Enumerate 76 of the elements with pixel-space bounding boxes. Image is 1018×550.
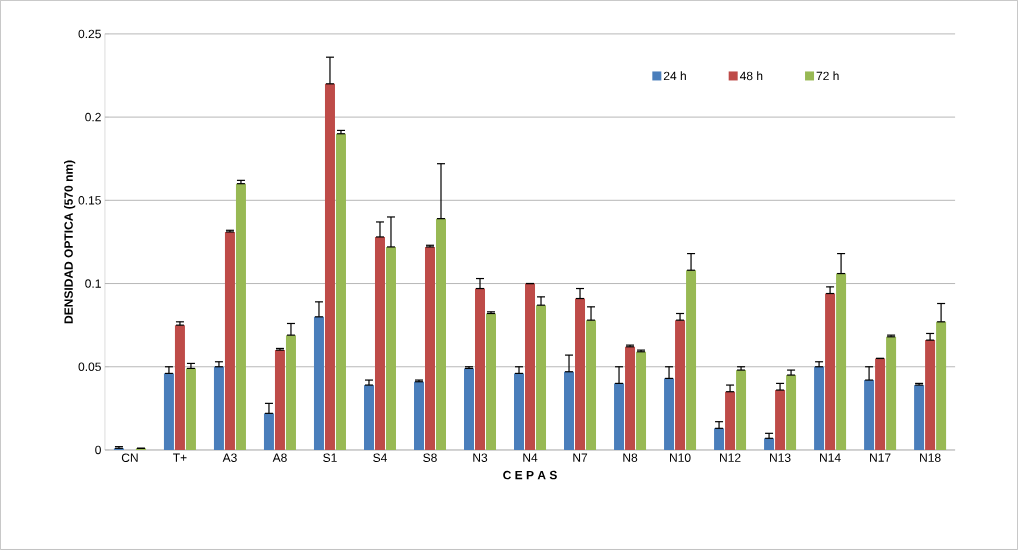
bar	[575, 298, 586, 451]
bar	[213, 366, 224, 451]
x-tick-label: N12	[720, 453, 741, 462]
bar	[636, 351, 647, 451]
bar	[514, 373, 525, 451]
bar	[285, 335, 296, 451]
bar	[625, 346, 636, 451]
bar	[335, 133, 346, 451]
bar	[486, 313, 497, 451]
x-tick-label: N17	[870, 453, 891, 462]
bar	[725, 391, 736, 451]
y-tick-label: 0.1	[85, 279, 101, 288]
x-tick-label: T+	[173, 453, 187, 462]
y-tick-label: 0	[95, 445, 101, 455]
x-tick-label: A8	[272, 453, 287, 463]
bar	[564, 371, 575, 451]
y-tick-label: 0.15	[78, 196, 101, 205]
bar	[864, 380, 875, 451]
bar	[163, 373, 174, 451]
legend-label: 72 h	[816, 71, 839, 81]
bar	[675, 320, 686, 451]
x-tick-label: N13	[770, 453, 791, 463]
x-tick-label: S4	[373, 453, 387, 463]
x-tick-label: N8	[623, 453, 638, 463]
x-tick-label: S8	[423, 453, 437, 463]
bar	[886, 336, 897, 451]
y-tick-label: 0.05	[78, 362, 101, 372]
x-tick-label: N10	[670, 453, 691, 463]
bar	[786, 375, 797, 451]
y-tick-label: 0.2	[85, 112, 101, 122]
x-axis-title: C E P A S	[503, 470, 557, 480]
bar	[875, 358, 886, 451]
y-axis-title: DENSIDAD OPTICA (570 nm)	[64, 160, 76, 324]
bar	[714, 428, 725, 451]
bar	[263, 413, 274, 451]
bar	[764, 438, 775, 451]
x-tick-label: N7	[573, 453, 588, 462]
bar	[425, 246, 435, 451]
bar	[235, 183, 246, 451]
x-tick-label: A3	[222, 453, 237, 463]
x-tick-label: CN	[121, 453, 138, 463]
bar	[385, 246, 396, 451]
y-tick-label: 0.25	[78, 29, 101, 39]
x-tick-label: N4	[523, 453, 538, 462]
bar	[525, 283, 536, 451]
bar	[313, 316, 324, 451]
bar	[664, 378, 675, 451]
bar	[825, 293, 836, 451]
bar	[413, 381, 424, 451]
legend-label: 48 h	[739, 71, 763, 81]
x-tick-label: S1	[323, 453, 337, 463]
bar	[614, 383, 625, 451]
bar	[586, 320, 597, 451]
bar	[436, 218, 446, 451]
bar	[814, 366, 825, 451]
bar	[174, 325, 185, 451]
bar	[686, 270, 697, 451]
bar	[224, 231, 235, 451]
bar	[374, 236, 385, 451]
bar	[836, 273, 847, 451]
legend-label: 24 h	[663, 71, 686, 81]
x-tick-label: N14	[820, 453, 841, 462]
bar	[936, 321, 947, 451]
x-tick-label: N3	[473, 453, 488, 463]
bar	[736, 370, 747, 451]
bar	[925, 340, 936, 451]
x-tick-label: N18	[920, 453, 941, 463]
bar	[464, 368, 474, 451]
bar	[536, 305, 547, 451]
bar	[475, 288, 486, 451]
bar	[775, 390, 786, 451]
bar	[914, 385, 925, 451]
bar	[274, 350, 285, 451]
bar	[185, 368, 196, 451]
bar	[363, 385, 374, 451]
bar	[324, 83, 335, 451]
